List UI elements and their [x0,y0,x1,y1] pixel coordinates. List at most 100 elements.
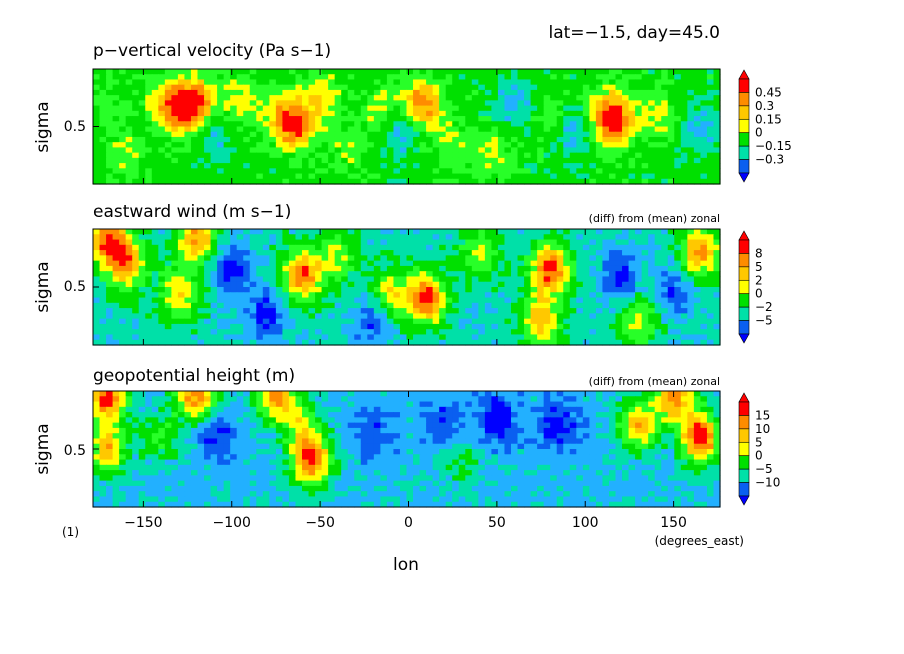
field-cell [119,329,127,336]
field-cell [556,339,564,346]
field-cell [210,260,218,267]
field-cell [230,265,238,272]
field-cell [641,412,649,418]
field-cell [667,89,675,96]
field-cell [99,100,107,107]
field-cell [426,250,434,256]
field-cell [556,265,564,272]
field-cell [393,323,401,330]
field-cell [608,244,617,251]
field-cell [256,142,264,149]
field-cell [576,105,584,112]
field-cell [589,281,597,288]
field-cell [687,297,695,304]
field-cell [556,417,564,424]
field-cell [524,147,532,154]
field-cell [106,100,114,107]
field-cell [563,422,571,429]
field-cell [524,121,532,128]
field-cell [674,178,682,185]
field-cell [315,297,323,304]
field-cell [478,136,486,143]
field-cell [661,74,669,81]
field-cell [517,168,525,175]
field-cell [426,265,434,272]
field-cell [504,297,512,304]
field-cell [321,260,329,267]
field-cell [354,116,362,122]
field-cell [119,147,127,154]
field-cell [700,391,708,397]
field-cell [517,126,525,133]
field-cell [308,292,316,299]
field-cell [99,412,107,418]
field-cell [119,292,127,299]
field-cell [615,84,623,91]
field-cell [302,152,310,159]
field-cell [106,168,114,175]
field-cell [582,152,590,159]
field-cell [491,74,499,81]
field-cell [275,100,284,107]
x-ticks [142,69,675,184]
field-cell [367,142,375,149]
field-cell [295,84,303,91]
field-cell [217,417,225,424]
field-cell [386,178,395,185]
field-cell [308,329,316,336]
field-cell [497,79,506,86]
field-cell [275,276,284,283]
field-cell [275,287,284,293]
field-cell [484,110,493,117]
field-cell [478,126,486,133]
field-cell [269,100,277,107]
field-cell [197,79,205,86]
field-cell [230,244,238,251]
field-cell [589,302,597,309]
field-cell [282,95,290,101]
field-cell [243,95,251,101]
field-cell [439,173,447,180]
field-cell [563,152,571,159]
field-cell [419,142,427,149]
field-cell [641,105,649,112]
field-cell [190,116,199,122]
field-cell [380,168,388,175]
field-cell [497,244,506,251]
field-cell [151,302,159,309]
field-cell [419,265,427,272]
field-cell [635,89,643,96]
field-cell [347,297,355,304]
field-cell [654,287,662,293]
field-cell [537,276,545,283]
field-cell [543,308,551,314]
field-cell [341,255,349,262]
field-cell [661,131,669,138]
field-cell [563,105,571,112]
field-cell [491,229,499,235]
field-cell [223,79,231,86]
field-cell [138,244,146,251]
field-cell [151,391,159,397]
field-cell [550,255,558,262]
field-cell [452,136,460,143]
field-cell [628,95,636,101]
field-cell [622,297,630,304]
field-cell [641,391,649,397]
field-cell [308,74,316,81]
field-cell [537,142,545,149]
field-cell [125,131,133,138]
field-cell [615,302,623,309]
field-cell [556,422,564,429]
field-cell [465,417,473,424]
field-cell [151,89,159,96]
field-cell [125,271,133,278]
field-cell [622,152,630,159]
field-cell [426,260,434,267]
field-cell [295,271,303,278]
field-cell [713,406,721,413]
field-cell [569,412,577,418]
field-cell [648,136,656,143]
colorbar-segment [738,279,750,295]
field-cell [556,313,564,320]
